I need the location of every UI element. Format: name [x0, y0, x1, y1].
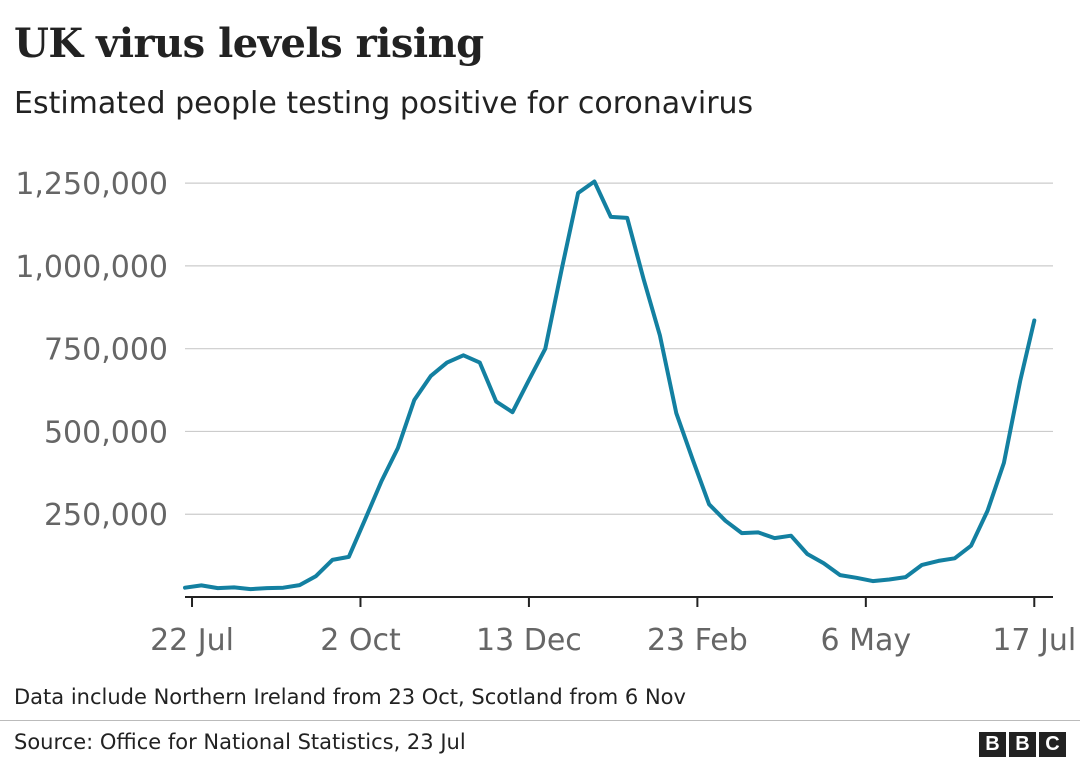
y-tick-label: 250,000 — [44, 498, 168, 533]
y-tick-label: 1,250,000 — [15, 167, 168, 202]
x-tick-label: 13 Dec — [476, 623, 582, 658]
x-tick-label: 6 May — [821, 623, 912, 658]
chart-subtitle: Estimated people testing positive for co… — [14, 86, 754, 121]
bbc-logo: B B C — [979, 732, 1066, 757]
bbc-logo-block: C — [1039, 732, 1066, 757]
x-tick-label: 23 Feb — [647, 623, 748, 658]
x-tick-label: 17 Jul — [992, 623, 1076, 658]
x-tick-label: 2 Oct — [320, 623, 401, 658]
series-line — [183, 179, 1037, 592]
footer-divider — [0, 720, 1080, 721]
source-text: Source: Office for National Statistics, … — [14, 730, 466, 754]
chart-footnote: Data include Northern Ireland from 23 Oc… — [14, 685, 686, 709]
y-tick-label: 1,000,000 — [15, 250, 168, 285]
line-chart: 250,000 500,000 750,000 1,000,000 1,250,000 2… — [15, 167, 1076, 658]
chart-title: UK virus levels rising — [14, 20, 484, 67]
y-tick-label: 750,000 — [44, 333, 168, 368]
bbc-logo-block: B — [1009, 732, 1036, 757]
bbc-logo-block: B — [979, 732, 1006, 757]
y-tick-label: 500,000 — [44, 415, 168, 450]
x-tick-label: 22 Jul — [150, 623, 234, 658]
